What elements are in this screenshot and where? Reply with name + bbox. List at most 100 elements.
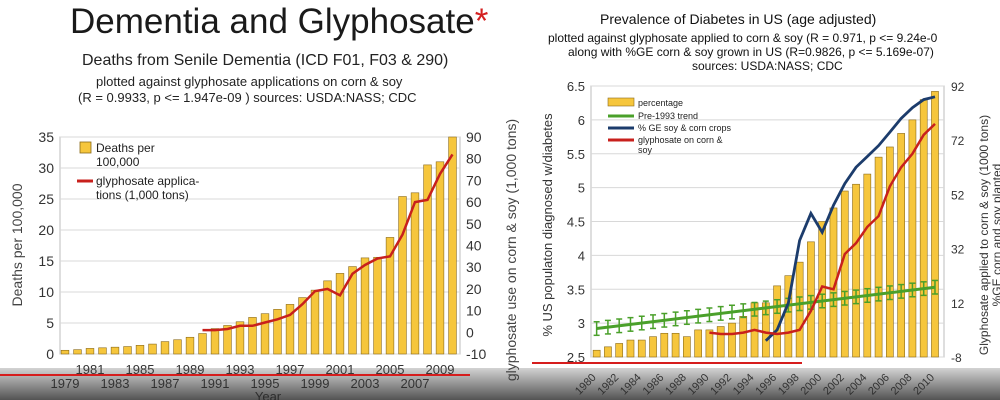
- left-bar: [335, 273, 345, 355]
- left-legend-label: Deaths per: [96, 141, 155, 155]
- right-bar: [683, 336, 691, 358]
- right-bar: [637, 339, 646, 358]
- left-bar: [185, 336, 195, 355]
- right-bar: [863, 173, 872, 358]
- left-y2-tick-label: 50: [466, 216, 482, 232]
- left-y2-tick-label: 60: [466, 194, 482, 210]
- left-bar: [423, 164, 432, 355]
- left-bar: [210, 328, 220, 355]
- right-y-tick-label: 6: [578, 113, 585, 128]
- right-bar: [615, 343, 624, 358]
- left-bar: [348, 266, 357, 355]
- left-chart-stats: (R = 0.9933, p <= 1.947e-09 ) sources: U…: [78, 90, 417, 105]
- left-legend-label: 100,000: [96, 155, 140, 169]
- right-y2-tick-label: 32: [951, 243, 965, 257]
- right-bar: [931, 91, 939, 358]
- left-bar: [298, 297, 307, 355]
- right-bar: [784, 275, 793, 358]
- left-bar: [73, 349, 82, 355]
- right-bar: [592, 349, 601, 358]
- left-bar: [123, 346, 132, 355]
- left-y2-tick-label: 40: [466, 238, 482, 254]
- left-bar: [160, 341, 170, 355]
- right-y-tick-label: 4: [578, 248, 585, 263]
- left-legend-label: glyphosate applica-: [96, 174, 199, 188]
- left-bar: [148, 343, 157, 355]
- right-y-tick-label: 4.5: [567, 215, 585, 230]
- left-bar: [285, 304, 295, 355]
- right-y2-tick-label: 52: [951, 188, 965, 202]
- right-chart-note: plotted against glyphosate applied to co…: [548, 31, 938, 45]
- right-y-tick-label: 5: [578, 181, 585, 196]
- right-bar: [908, 119, 917, 358]
- right-legend-label: percentage: [638, 98, 683, 108]
- right-bar: [739, 316, 748, 358]
- page-title: Dementia and Glyphosate*: [70, 2, 489, 41]
- left-bar: [385, 237, 395, 355]
- left-bar: [323, 280, 332, 355]
- left-bar: [398, 196, 407, 355]
- left-bar: [173, 339, 182, 355]
- right-bar: [840, 190, 849, 358]
- right-legend-swatch-bars: [607, 97, 635, 107]
- right-bar: [660, 332, 669, 358]
- right-legend-label: Pre-1993 trend: [638, 111, 698, 121]
- right-y-tick-label: 5.5: [567, 147, 585, 162]
- left-bar: [223, 325, 232, 355]
- right-y2-axis-label: Glyphosate applied to corn & soy (1000 t…: [977, 115, 991, 355]
- right-y-tick-label: 3.5: [567, 282, 585, 297]
- left-y2-tick-label: 30: [466, 259, 482, 275]
- right-legend-label: % GE soy & corn crops: [638, 123, 732, 133]
- right-chart-sources: sources: USDA:NASS; CDC: [692, 59, 843, 73]
- left-y2-axis-label: glyphosate use on corn & soy (1,000 tons…: [503, 119, 519, 381]
- right-y2-tick-label: 72: [951, 134, 965, 148]
- left-bar: [135, 345, 145, 355]
- right-y2-tick-label: -8: [951, 351, 962, 365]
- left-y-tick-label: 30: [38, 160, 54, 176]
- right-glyphosate-line: [709, 123, 936, 336]
- left-y-tick-label: 35: [38, 129, 54, 145]
- right-bar: [716, 326, 725, 358]
- right-y-tick-label: 3: [578, 316, 585, 331]
- left-y-tick-label: 10: [38, 284, 54, 300]
- right-chart-title: Prevalence of Diabetes in US (age adjust…: [600, 11, 877, 27]
- right-bar: [874, 156, 883, 358]
- right-bar: [694, 329, 702, 358]
- right-chart-note-2: along with %GE corn & soy grown in US (R…: [568, 45, 934, 59]
- right-bar: [886, 146, 894, 358]
- right-y-tick-label: 2.5: [567, 350, 585, 365]
- right-bar: [649, 336, 657, 358]
- right-y2-axis-label-2: %GE corn and soy planted: [990, 164, 1000, 307]
- right-legend-label: glyphosate on corn &: [638, 135, 723, 145]
- left-y2-tick-label: -10: [466, 346, 486, 362]
- right-bar: [626, 339, 635, 358]
- right-y-axis-label: % US populaton diagnosed w/diabetes: [540, 113, 555, 337]
- left-y2-tick-label: 70: [466, 172, 482, 188]
- right-ge-line: [764, 95, 936, 342]
- right-bar: [671, 332, 680, 358]
- left-bar: [373, 256, 382, 355]
- left-y-tick-label: 20: [38, 222, 54, 238]
- right-y2-tick-label: 12: [951, 297, 965, 311]
- progress-line-right: [532, 362, 802, 364]
- left-chart-note: plotted against glyphosate applications …: [96, 74, 403, 89]
- left-bar: [435, 161, 445, 355]
- bottom-shadow: [0, 368, 1000, 400]
- left-bar: [85, 348, 95, 355]
- panel-separator: [490, 0, 532, 400]
- left-bar: [110, 346, 120, 355]
- right-legend-label: soy: [638, 145, 653, 155]
- left-bar: [235, 321, 245, 355]
- left-y-tick-label: 25: [38, 191, 54, 207]
- left-bar: [98, 347, 107, 355]
- left-bar: [60, 349, 70, 355]
- right-bar: [705, 329, 714, 358]
- progress-line-left: [0, 374, 470, 376]
- left-bar: [273, 309, 282, 355]
- left-glyphosate-line: [202, 153, 454, 332]
- left-bar: [260, 313, 270, 355]
- left-bar: [360, 257, 370, 355]
- right-bar: [604, 346, 612, 358]
- right-bar: [728, 322, 736, 358]
